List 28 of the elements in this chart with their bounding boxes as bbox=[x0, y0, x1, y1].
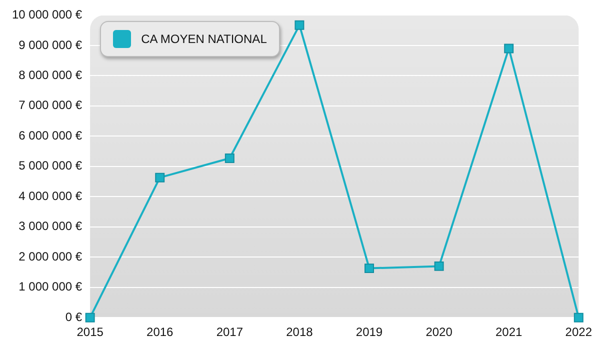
point bbox=[364, 264, 374, 274]
y-tick-label: 5 000 000 € bbox=[18, 158, 82, 173]
point bbox=[434, 261, 444, 271]
x-tick-label: 2019 bbox=[356, 325, 383, 340]
legend-label: CA MOYEN NATIONAL bbox=[141, 32, 267, 46]
x-tick-label: 2020 bbox=[426, 325, 453, 340]
point bbox=[294, 20, 304, 30]
x-tick-label: 2021 bbox=[496, 325, 523, 340]
y-tick-label: 9 000 000 € bbox=[18, 38, 82, 52]
y-tick-label: 10 000 000 € bbox=[12, 8, 82, 22]
point bbox=[504, 44, 514, 54]
x-tick-label: 2018 bbox=[286, 325, 314, 340]
y-tick-label: 0 € bbox=[65, 310, 82, 324]
x-tick-label: 2015 bbox=[76, 325, 104, 340]
y-tick-label: 2 000 000 € bbox=[18, 249, 82, 264]
x-tick-label: 2022 bbox=[565, 325, 592, 340]
y-tick-label: 7 000 000 € bbox=[18, 98, 82, 112]
y-tick-label: 1 000 000 € bbox=[18, 280, 82, 294]
y-tick-label: 4 000 000 € bbox=[18, 188, 82, 203]
x-tick-label: 2017 bbox=[216, 325, 244, 340]
point bbox=[85, 312, 95, 322]
point bbox=[224, 153, 234, 163]
point bbox=[155, 172, 165, 182]
y-tick-label: 6 000 000 € bbox=[18, 128, 82, 142]
y-tick-label: 8 000 000 € bbox=[18, 68, 82, 82]
y-tick-label: 3 000 000 € bbox=[18, 219, 82, 234]
point bbox=[574, 312, 584, 322]
x-tick-label: 2016 bbox=[146, 325, 174, 340]
